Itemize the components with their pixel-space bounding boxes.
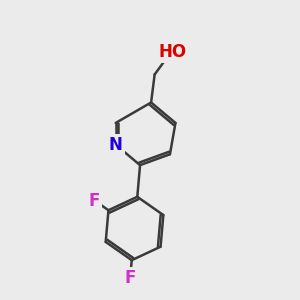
Text: N: N: [109, 136, 123, 154]
Text: HO: HO: [158, 43, 186, 61]
Text: F: F: [89, 193, 100, 211]
Text: F: F: [125, 269, 136, 287]
